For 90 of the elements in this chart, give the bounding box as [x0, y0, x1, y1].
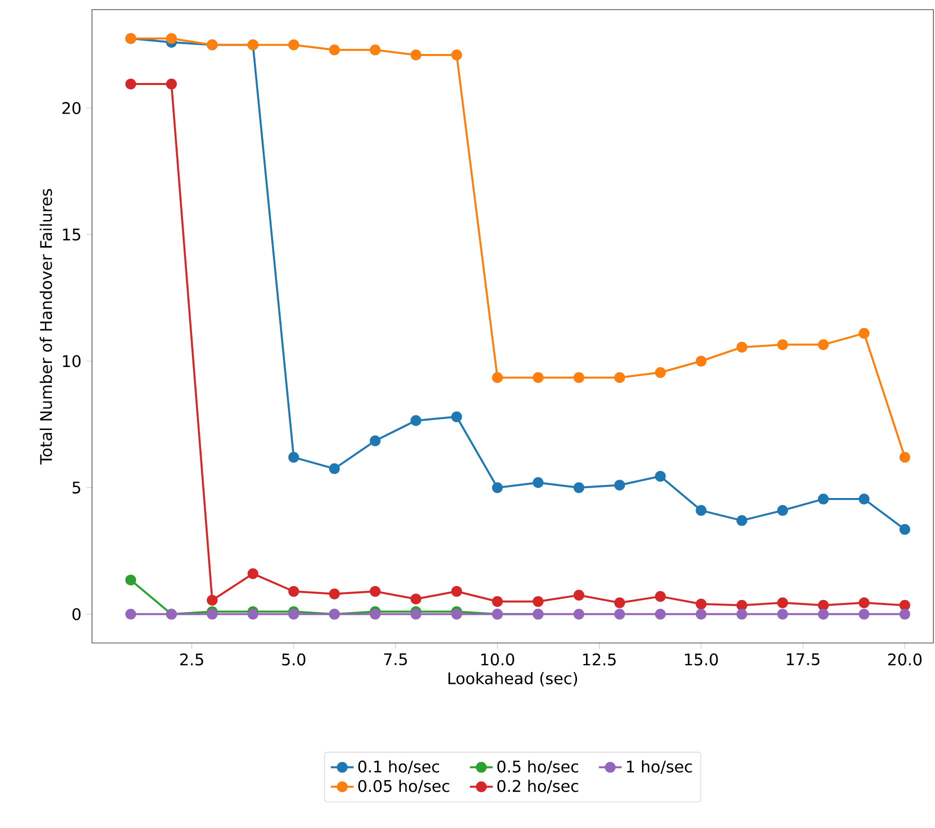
point — [370, 608, 381, 620]
legend-label: 1 ho/sec — [627, 760, 692, 774]
point — [614, 608, 626, 620]
point — [696, 356, 707, 367]
point — [818, 494, 829, 504]
point — [125, 608, 136, 620]
point — [410, 608, 422, 620]
point — [532, 372, 544, 383]
point — [451, 50, 462, 60]
legend-label: 0.05 ho/sec — [358, 780, 450, 794]
legend-label: 0.5 ho/sec — [497, 760, 578, 774]
x-tick-label: 15.0 — [685, 653, 718, 666]
x-tick-label: 12.5 — [583, 653, 616, 666]
legend-label: 0.2 ho/sec — [497, 780, 578, 794]
point — [573, 590, 584, 601]
point — [614, 597, 626, 608]
point — [573, 372, 584, 383]
point — [858, 494, 870, 504]
point — [451, 586, 462, 597]
point — [777, 505, 788, 516]
point — [288, 586, 300, 597]
point — [614, 480, 626, 491]
point — [248, 568, 258, 580]
point — [654, 367, 666, 378]
point — [410, 415, 422, 426]
point — [777, 597, 788, 608]
point — [370, 586, 381, 597]
point — [492, 372, 503, 383]
point — [288, 608, 300, 620]
point — [492, 482, 503, 494]
point — [899, 600, 910, 611]
point — [614, 372, 626, 383]
point — [451, 608, 462, 620]
point — [288, 39, 300, 50]
point — [818, 339, 829, 350]
y-tick-label: 0 — [72, 608, 81, 620]
point — [206, 608, 218, 620]
point — [125, 78, 136, 90]
point — [410, 50, 422, 60]
legend-label: 0.1 ho/sec — [358, 760, 440, 774]
point — [736, 608, 748, 620]
point — [899, 524, 910, 535]
point — [777, 608, 788, 620]
point — [532, 477, 544, 488]
point — [329, 588, 340, 600]
point — [858, 597, 870, 608]
y-tick-label: 20 — [62, 102, 81, 114]
point — [899, 608, 910, 620]
x-tick-label: 17.5 — [786, 653, 820, 666]
point — [573, 608, 584, 620]
y-tick-label: 5 — [72, 482, 80, 494]
point — [532, 596, 544, 607]
point — [736, 342, 748, 353]
point — [654, 591, 666, 602]
point — [166, 78, 177, 90]
point — [492, 596, 503, 607]
point — [696, 608, 707, 620]
point — [248, 608, 258, 620]
x-tick-label: 2.5 — [180, 653, 204, 666]
point — [125, 574, 136, 586]
y-tick-label: 10 — [62, 355, 81, 368]
point — [777, 339, 788, 350]
point — [696, 505, 707, 516]
point — [818, 600, 829, 611]
point — [410, 594, 422, 604]
x-tick-label: 10.0 — [481, 653, 514, 666]
point — [818, 608, 829, 620]
x-tick-label: 20.0 — [888, 653, 922, 666]
point — [899, 452, 910, 463]
point — [736, 600, 748, 611]
point — [858, 608, 870, 620]
point — [329, 463, 340, 474]
point — [370, 44, 381, 56]
point — [654, 470, 666, 482]
point — [654, 608, 666, 620]
y-tick-label: 15 — [62, 228, 80, 241]
point — [858, 328, 870, 339]
point — [288, 452, 300, 463]
point — [329, 44, 340, 56]
point — [370, 435, 381, 446]
point — [573, 482, 584, 494]
point — [736, 515, 748, 526]
x-tick-label: 5.0 — [282, 653, 306, 666]
x-axis-title: Lookahead (sec) — [448, 672, 578, 686]
point — [696, 598, 707, 610]
point — [451, 411, 462, 422]
point — [166, 33, 177, 44]
y-axis-title: Total Number of Handover Failures — [40, 188, 52, 464]
x-tick-label: 7.5 — [384, 653, 407, 666]
point — [206, 594, 218, 606]
